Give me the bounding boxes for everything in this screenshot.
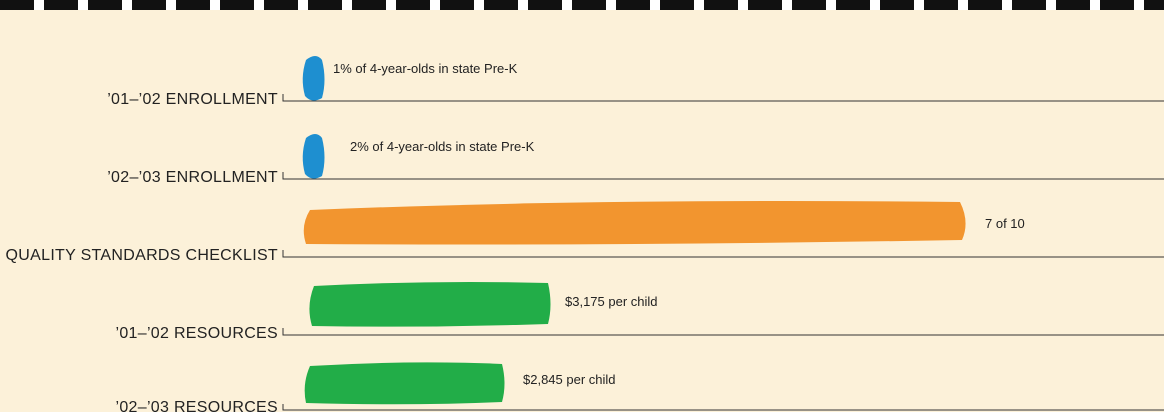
axis-line [282,404,1164,411]
row: ’02–’03 RESOURCES $2,845 per child [116,362,1164,412]
row: QUALITY STANDARDS CHECKLIST 7 of 10 [6,201,1164,264]
axis-line [282,250,1164,258]
bar [303,201,966,245]
row-label: QUALITY STANDARDS CHECKLIST [6,247,278,264]
bar-note: 2% of 4-year-olds in state Pre-K [350,139,535,154]
row-label: ’01–’02 ENROLLMENT [107,91,278,108]
dashed-border [0,0,1164,10]
row-label: ’02–’03 RESOURCES [116,399,279,412]
axis-line [282,328,1164,336]
axis-line [282,94,1164,102]
bar [309,282,551,327]
bar-note: $2,845 per child [523,372,616,387]
bar-note: 1% of 4-year-olds in state Pre-K [333,61,518,76]
bar-note: 7 of 10 [985,216,1025,231]
row: ’01–’02 RESOURCES $3,175 per child [116,282,1164,342]
row: ’02–’03 ENROLLMENT 2% of 4-year-olds in … [107,134,1164,186]
row-label: ’01–’02 RESOURCES [116,325,279,342]
row: ’01–’02 ENROLLMENT 1% of 4-year-olds in … [107,56,1164,108]
bar [304,362,505,405]
axis-line [282,172,1164,180]
bar [302,134,325,179]
bar [302,56,325,101]
bar-note: $3,175 per child [565,294,658,309]
row-label: ’02–’03 ENROLLMENT [107,169,278,186]
